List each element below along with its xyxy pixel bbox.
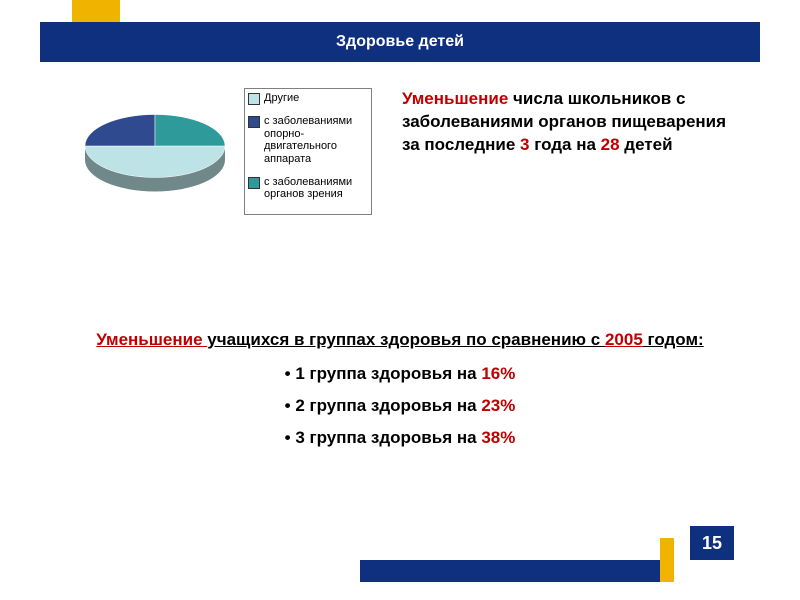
top-accent-bar	[72, 0, 120, 22]
health-group-label: 1 группа здоровья на	[295, 364, 481, 383]
legend-item: с заболеваниями опорно-двигательного апп…	[248, 115, 368, 166]
health-group-value: 16%	[481, 364, 515, 383]
legend-item: Другие	[248, 92, 368, 105]
summary-text: Уменьшение числа школьников с заболевани…	[402, 88, 730, 215]
legend-swatch	[248, 116, 260, 128]
health-group-line: 2 группа здоровья на 23%	[50, 396, 750, 416]
lower-heading-tail: годом:	[643, 330, 704, 349]
footer-accent	[660, 538, 674, 582]
health-group-label: 2 группа здоровья на	[295, 396, 481, 415]
health-group-value: 38%	[481, 428, 515, 447]
lower-section: Уменьшение учащихся в группах здоровья п…	[50, 330, 750, 460]
page-number: 15	[702, 533, 722, 554]
health-group-line: 1 группа здоровья на 16%	[50, 364, 750, 384]
lower-heading-year: 2005	[605, 330, 643, 349]
legend-item: с заболеваниями органов зрения	[248, 176, 368, 201]
summary-count: 28	[601, 135, 620, 154]
pie-svg	[70, 91, 240, 211]
summary-after-count: детей	[620, 135, 673, 154]
legend-label: Другие	[264, 92, 299, 105]
title-bar: Здоровье детей	[40, 22, 760, 62]
legend-label: с заболеваниями опорно-двигательного апп…	[264, 115, 368, 166]
content-row: Другие с заболеваниями опорно-двигательно…	[70, 88, 730, 215]
health-groups-list: 1 группа здоровья на 16%2 группа здоровь…	[50, 364, 750, 448]
health-group-line: 3 группа здоровья на 38%	[50, 428, 750, 448]
health-group-label: 3 группа здоровья на	[295, 428, 481, 447]
summary-after-years: года на	[529, 135, 600, 154]
lower-heading-rest: учащихся в группах здоровья по сравнению…	[207, 330, 605, 349]
summary-decrease-word: Уменьшение	[402, 89, 508, 108]
pie-legend: Другие с заболеваниями опорно-двигательно…	[244, 88, 372, 215]
health-group-value: 23%	[481, 396, 515, 415]
lower-heading: Уменьшение учащихся в группах здоровья п…	[50, 330, 750, 350]
pie-chart	[70, 88, 240, 215]
legend-swatch	[248, 177, 260, 189]
page-title: Здоровье детей	[336, 33, 464, 51]
legend-swatch	[248, 93, 260, 105]
footer-bar	[360, 560, 660, 582]
lower-heading-decrease: Уменьшение	[96, 330, 207, 349]
legend-label: с заболеваниями органов зрения	[264, 176, 368, 201]
page-number-badge: 15	[690, 526, 734, 560]
